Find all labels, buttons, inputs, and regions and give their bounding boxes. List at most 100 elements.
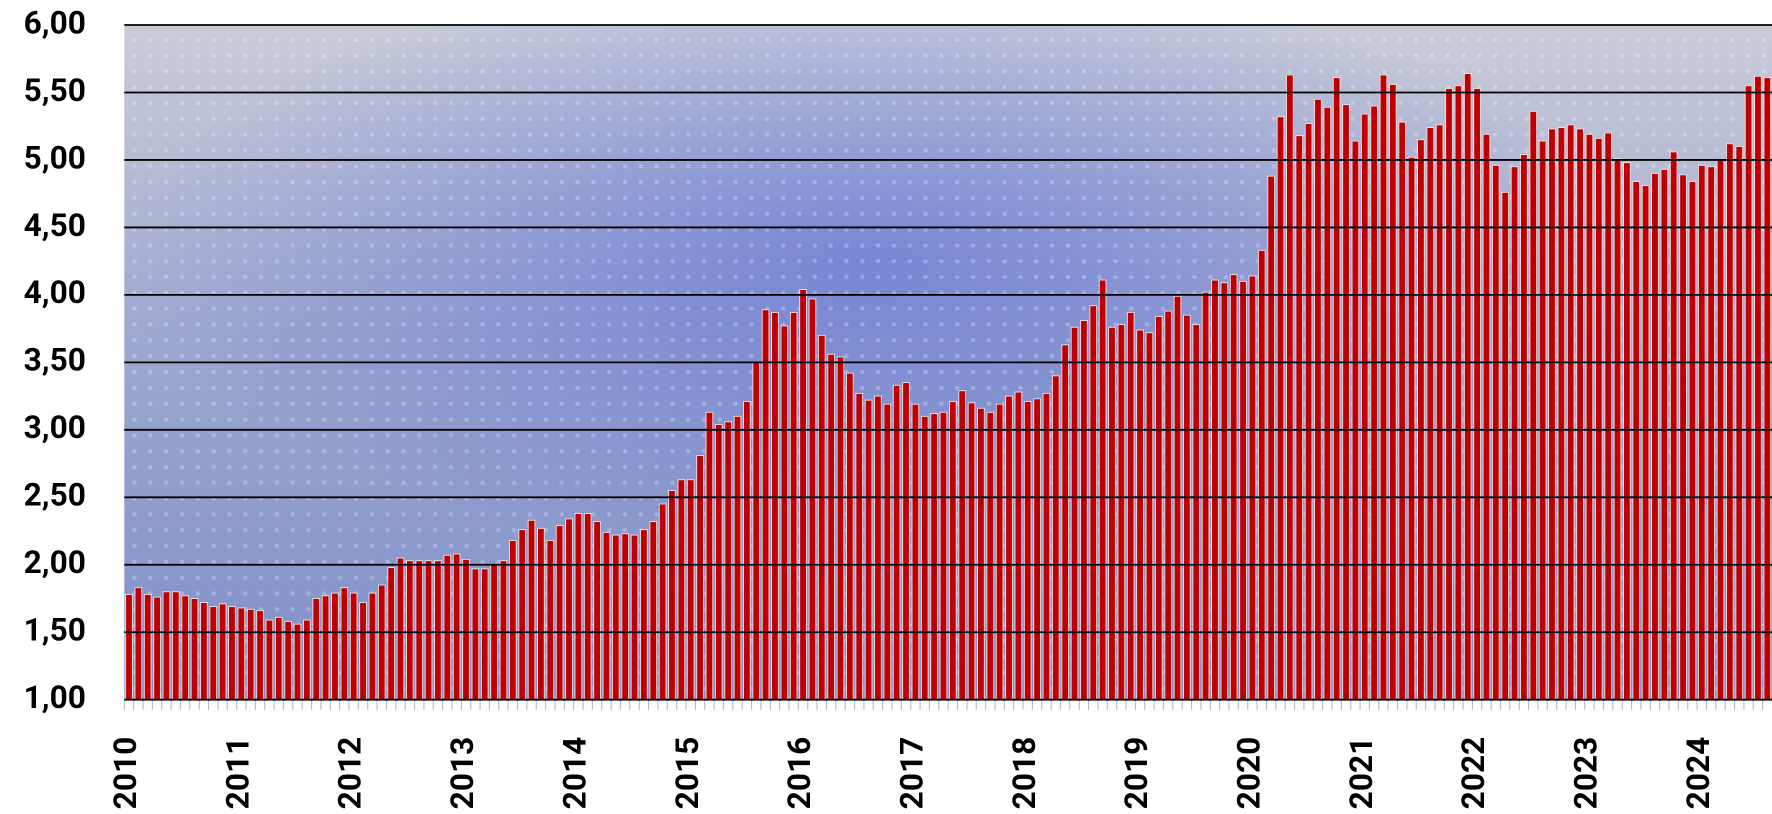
bar — [1295, 135, 1304, 701]
x-tick-label: 2019 — [1118, 737, 1155, 810]
x-tick-label: 2014 — [556, 737, 593, 810]
bar — [415, 560, 424, 701]
bar — [1061, 344, 1070, 701]
bar — [368, 592, 377, 701]
bar — [377, 584, 386, 701]
bar — [995, 403, 1004, 701]
bar — [1557, 127, 1566, 701]
bar — [808, 298, 817, 701]
bar — [949, 401, 957, 701]
bar — [134, 587, 143, 701]
bar — [1042, 392, 1051, 701]
bar — [1332, 77, 1341, 701]
bar — [125, 593, 133, 701]
bar — [733, 415, 742, 701]
bar — [1229, 274, 1238, 701]
bar — [1108, 326, 1116, 701]
bar — [658, 503, 667, 701]
bar — [696, 455, 704, 701]
bar — [771, 311, 779, 701]
bar — [190, 598, 199, 701]
bar — [640, 529, 648, 701]
bar — [1407, 156, 1416, 701]
bar — [1145, 332, 1154, 701]
bar — [874, 395, 882, 701]
bar — [836, 356, 845, 701]
x-tick-label: 2022 — [1455, 737, 1492, 810]
bar — [1538, 140, 1547, 701]
y-tick-label: 3,00 — [24, 409, 86, 446]
bar — [527, 519, 536, 701]
bar — [1566, 124, 1575, 701]
bar — [1492, 164, 1500, 701]
bar — [724, 421, 732, 701]
bar — [1005, 395, 1013, 701]
bar — [1445, 87, 1453, 701]
bar — [780, 325, 789, 701]
y-tick-label: 4,50 — [24, 207, 86, 244]
bar — [939, 411, 948, 701]
bar — [452, 553, 461, 701]
bar — [649, 521, 658, 701]
bar — [1098, 279, 1107, 701]
bar — [761, 309, 770, 701]
bar — [846, 372, 854, 701]
bar — [1735, 146, 1744, 701]
y-tick-label: 2,50 — [24, 477, 86, 514]
bar — [1014, 391, 1023, 701]
bar — [480, 568, 489, 701]
x-tick-label: 2021 — [1343, 737, 1380, 810]
bar — [1651, 173, 1659, 701]
bar — [1473, 87, 1481, 701]
bar — [1482, 133, 1491, 701]
bar — [434, 560, 442, 701]
bar — [883, 403, 892, 701]
bar — [789, 311, 798, 701]
y-tick-label: 4,00 — [24, 274, 86, 311]
bar — [153, 596, 161, 701]
x-tick-label: 2020 — [1230, 737, 1267, 810]
x-tick-label: 2024 — [1680, 737, 1717, 810]
bar — [1688, 181, 1697, 701]
bar — [1267, 175, 1275, 701]
bar — [200, 602, 208, 701]
bar — [1314, 98, 1322, 701]
bar — [1576, 128, 1584, 701]
y-tick-label: 5,50 — [24, 72, 86, 109]
bar — [1211, 279, 1219, 701]
bar — [1080, 320, 1088, 701]
bar — [162, 591, 171, 701]
bar — [1744, 85, 1753, 701]
bar — [312, 598, 321, 701]
bar — [218, 603, 227, 701]
bar — [1623, 162, 1631, 701]
bar — [228, 606, 236, 701]
bar — [499, 560, 508, 701]
bar — [855, 392, 864, 701]
bar — [911, 403, 920, 701]
bar — [1248, 275, 1257, 701]
bar — [1426, 127, 1435, 701]
bar — [1126, 311, 1135, 701]
bar — [1417, 139, 1425, 701]
bar — [274, 616, 283, 701]
bar — [611, 534, 620, 701]
bar — [1754, 75, 1762, 701]
bar — [1463, 73, 1472, 701]
bar — [1454, 85, 1463, 701]
bar — [237, 607, 246, 701]
bar — [359, 602, 367, 701]
bar — [1117, 324, 1126, 701]
x-tick-label: 2016 — [781, 737, 818, 810]
y-tick-label: 6,00 — [24, 4, 86, 41]
bar — [752, 361, 761, 701]
bar — [1763, 77, 1772, 701]
bar — [1351, 140, 1360, 701]
bar — [677, 479, 686, 701]
bar — [1089, 305, 1098, 701]
bar — [668, 490, 676, 701]
bar — [714, 423, 723, 701]
bar — [1548, 128, 1556, 701]
x-tick-label: 2013 — [444, 737, 481, 810]
